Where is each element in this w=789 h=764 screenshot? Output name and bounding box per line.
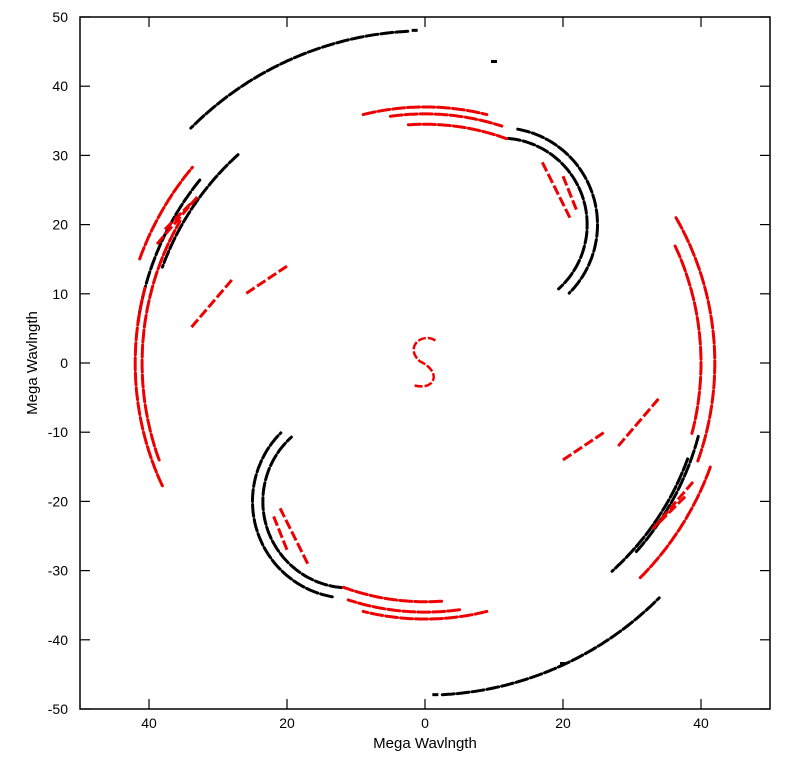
y-tick-label: -40 [48,632,68,648]
y-tick-label: -30 [48,563,68,579]
uv-track [674,216,717,464]
uv-track [189,29,410,130]
y-tick-label: 10 [52,286,68,302]
y-tick-label: 0 [60,355,68,371]
uv-center-track [412,336,437,388]
uv-track [388,112,504,128]
uv-segment [562,430,606,462]
uv-segment [658,493,689,524]
uv-point [411,28,418,32]
series-layer [133,28,717,697]
uv-track [440,596,661,697]
uv-track [610,457,690,573]
uv-track [346,598,462,614]
uv-track [506,136,589,291]
y-tick-label: 50 [52,9,68,25]
x-tick-label: 0 [421,715,429,731]
x-tick-label: 20 [279,715,295,731]
uv-segment [271,514,289,551]
uv-track [638,465,712,580]
uv-segment [561,175,579,212]
x-tick-label: 40 [141,715,157,731]
uv-track [406,122,508,141]
uv-track [160,153,240,269]
uv-track [251,431,334,599]
series-black [136,28,700,697]
uv-segment [278,507,310,565]
uv-point [560,662,566,666]
uv-segment [651,479,696,531]
x-tick-labels: 40 20 0 20 40 [141,715,709,731]
uv-segment [154,195,199,247]
uv-track [516,127,599,295]
x-tick-label: 20 [555,715,571,731]
x-axis-title: Mega Wavlngth [373,735,477,752]
uv-track [140,219,182,462]
uv-track [138,165,194,261]
uv-track [361,105,489,117]
y-tick-label: -50 [48,701,68,717]
axis-ticks [80,16,770,710]
x-tick-label: 40 [693,715,709,731]
y-tick-label: 30 [52,147,68,163]
y-axis-title: Mega Wavlngth [24,311,41,415]
uv-track [361,609,489,621]
uv-segment [540,161,572,219]
y-tick-label: -20 [48,493,68,509]
uv-point [491,59,497,63]
y-tick-labels: 50 40 30 20 10 0 -10 -20 -30 -40 -50 [48,9,68,717]
y-tick-label: 40 [52,78,68,94]
uv-track [342,585,444,604]
uv-segment [617,396,661,448]
y-tick-label: 20 [52,217,68,233]
uv-track [261,435,344,590]
series-red [133,105,717,621]
uv-segment [244,264,288,296]
uv-point [432,693,439,697]
uv-track [133,286,164,488]
y-tick-label: -10 [48,424,68,440]
uv-track [673,244,703,437]
uv-segment [161,202,192,233]
uv-track [633,434,700,555]
uv-segment [189,278,233,330]
